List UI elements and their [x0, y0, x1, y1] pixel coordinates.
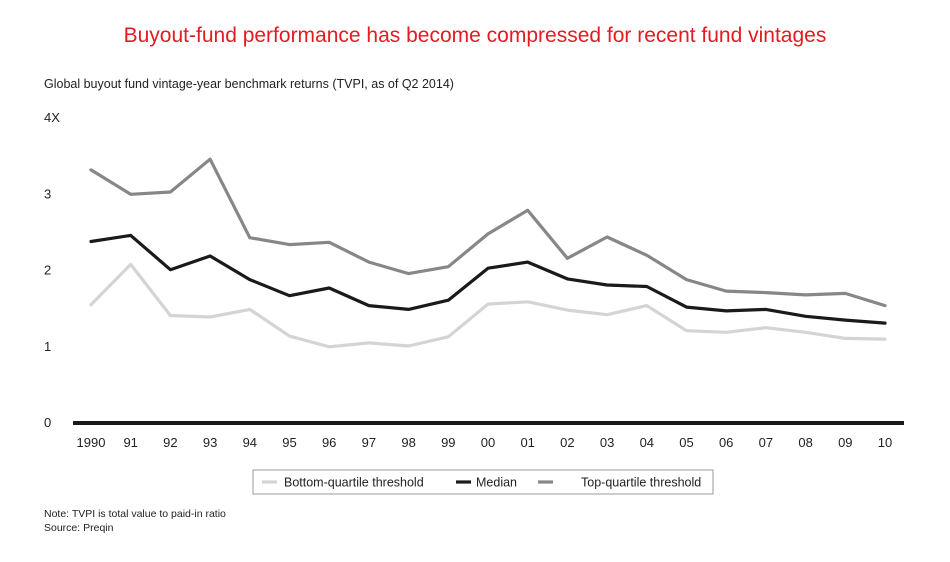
x-tick-label: 1990 — [77, 435, 106, 450]
y-tick-label: 1 — [44, 339, 51, 354]
x-axis-ticks: 1990 91 92 93 94 95 96 97 98 99 00 01 02 03 04 05 06 07 08… — [77, 435, 893, 450]
x-tick-label: 06 — [719, 435, 733, 450]
note-text: Note: TVPI is total value to paid-in rat… — [44, 508, 226, 520]
series-lines — [89, 157, 887, 349]
y-tick-label: 4X — [44, 110, 60, 125]
x-tick-label: 96 — [322, 435, 336, 450]
series-line-2 — [89, 157, 887, 308]
x-tick-label: 05 — [679, 435, 693, 450]
chart-title: Buyout-fund performance has become compr… — [123, 24, 827, 47]
legend: Bottom-quartile threshold Median Top-quart… — [252, 469, 714, 495]
x-tick-label: 03 — [600, 435, 614, 450]
legend-box — [252, 469, 714, 495]
x-tick-label: 95 — [282, 435, 296, 450]
x-tick-label: 94 — [243, 435, 257, 450]
series-line-0 — [89, 262, 887, 349]
y-tick-label: 2 — [44, 263, 51, 278]
y-tick-label: 3 — [44, 186, 51, 201]
x-tick-label: 98 — [401, 435, 415, 450]
legend-label-1: Median — [476, 476, 517, 490]
source-text: Source: Preqin — [44, 522, 114, 534]
x-tick-label: 99 — [441, 435, 455, 450]
x-tick-label: 08 — [798, 435, 812, 450]
x-tick-label: 07 — [759, 435, 773, 450]
x-tick-label: 97 — [362, 435, 376, 450]
y-tick-label: 0 — [44, 415, 51, 430]
x-tick-label: 09 — [838, 435, 852, 450]
x-tick-label: 91 — [123, 435, 137, 450]
legend-label-0: Bottom-quartile threshold — [284, 476, 424, 490]
footnotes: Note: TVPI is total value to paid-in rat… — [44, 507, 226, 535]
x-tick-label: 02 — [560, 435, 574, 450]
legend-label-2: Top-quartile threshold — [581, 476, 701, 490]
y-axis-ticks: 0 1 2 3 4X — [44, 110, 60, 430]
series-line-1 — [89, 233, 887, 325]
chart-subtitle: Global buyout fund vintage-year benchmar… — [44, 77, 454, 91]
x-tick-label: 93 — [203, 435, 217, 450]
x-tick-label: 10 — [878, 435, 892, 450]
x-tick-label: 01 — [520, 435, 534, 450]
x-tick-label: 92 — [163, 435, 177, 450]
x-tick-label: 04 — [640, 435, 654, 450]
x-tick-label: 00 — [481, 435, 495, 450]
